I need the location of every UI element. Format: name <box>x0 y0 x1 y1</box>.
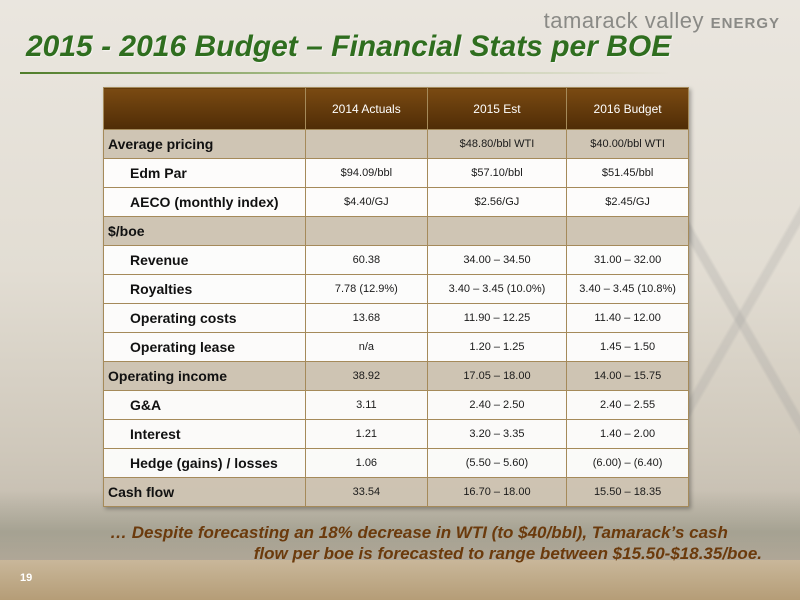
table-header-row: 2014 Actuals 2015 Est 2016 Budget <box>103 87 689 130</box>
value-cell: 38.92 <box>304 361 428 391</box>
table-row: Operating lease n/a 1.20 – 1.25 1.45 – 1.50 <box>103 332 689 362</box>
bottom-band <box>0 560 800 600</box>
table-row: Interest 1.21 3.20 – 3.35 1.40 – 2.00 <box>103 419 689 449</box>
value-cell: $48.80/bbl WTI <box>426 129 568 159</box>
value-cell <box>426 216 568 246</box>
value-cell <box>304 216 428 246</box>
value-cell: 1.06 <box>304 448 428 478</box>
value-cell <box>304 129 428 159</box>
table-row: Revenue 60.38 34.00 – 34.50 31.00 – 32.00 <box>103 245 689 275</box>
value-cell: 1.21 <box>304 419 428 449</box>
value-cell: 1.40 – 2.00 <box>566 419 689 449</box>
table-row: $/boe <box>103 216 689 246</box>
table-row: Royalties 7.78 (12.9%) 3.40 – 3.45 (10.0%)… <box>103 274 689 304</box>
table-row: AECO (monthly index) $4.40/GJ $2.56/GJ $2.4… <box>103 187 689 217</box>
background-structure <box>680 110 800 530</box>
value-cell: n/a <box>304 332 428 362</box>
value-cell: 3.20 – 3.35 <box>426 419 568 449</box>
value-cell: 3.11 <box>304 390 428 420</box>
financial-stats-table: 2014 Actuals 2015 Est 2016 Budget Averag… <box>103 87 689 507</box>
table-row: Cash flow 33.54 16.70 – 18.00 15.50 – 18.35 <box>103 477 689 507</box>
value-cell: 13.68 <box>304 303 428 333</box>
table-row: Average pricing $48.80/bbl WTI $40.00/bbl … <box>103 129 689 159</box>
header-2016-budget: 2016 Budget <box>566 87 689 130</box>
row-label: AECO (monthly index) <box>103 187 306 217</box>
value-cell: 15.50 – 18.35 <box>566 477 689 507</box>
value-cell: $2.45/GJ <box>566 187 689 217</box>
logo-suffix: ENERGY <box>710 15 780 32</box>
row-label: Average pricing <box>103 129 306 159</box>
value-cell: 1.20 – 1.25 <box>426 332 568 362</box>
value-cell: (6.00) – (6.40) <box>566 448 689 478</box>
value-cell: 16.70 – 18.00 <box>426 477 568 507</box>
value-cell: 34.00 – 34.50 <box>426 245 568 275</box>
table-row: Hedge (gains) / losses 1.06 (5.50 – 5.60)(… <box>103 448 689 478</box>
value-cell: $51.45/bbl <box>566 158 689 188</box>
table-row: Operating costs 13.68 11.90 – 12.25 11.40 –… <box>103 303 689 333</box>
table-row: Edm Par $94.09/bbl $57.10/bbl $51.45/bbl <box>103 158 689 188</box>
logo-name: tamarack valley <box>543 8 705 33</box>
caption-line-2: flow per boe is forecasted to range betw… <box>253 544 762 563</box>
value-cell: 2.40 – 2.55 <box>566 390 689 420</box>
company-logo: tamarack valley ENERGY <box>544 8 780 34</box>
value-cell: 60.38 <box>304 245 428 275</box>
row-label: Interest <box>103 419 306 449</box>
row-label: Hedge (gains) / losses <box>103 448 306 478</box>
header-label-cell <box>103 87 306 130</box>
table-body: Average pricing $48.80/bbl WTI $40.00/bbl … <box>103 129 689 507</box>
slide-title: 2015 - 2016 Budget – Financial Stats per… <box>26 30 672 63</box>
row-label: Operating lease <box>103 332 306 362</box>
header-2014-actuals: 2014 Actuals <box>304 87 428 130</box>
value-cell: 14.00 – 15.75 <box>566 361 689 391</box>
value-cell: 1.45 – 1.50 <box>566 332 689 362</box>
value-cell: 2.40 – 2.50 <box>426 390 568 420</box>
row-label: Cash flow <box>103 477 306 507</box>
value-cell: (5.50 – 5.60) <box>426 448 568 478</box>
value-cell: 17.05 – 18.00 <box>426 361 568 391</box>
title-underline <box>20 72 670 74</box>
value-cell: 31.00 – 32.00 <box>566 245 689 275</box>
value-cell: 11.40 – 12.00 <box>566 303 689 333</box>
value-cell: $40.00/bbl WTI <box>566 129 689 159</box>
row-label: $/boe <box>103 216 306 246</box>
value-cell: 11.90 – 12.25 <box>426 303 568 333</box>
value-cell: $2.56/GJ <box>426 187 568 217</box>
value-cell: 3.40 – 3.45 (10.0%) <box>426 274 568 304</box>
row-label: Operating income <box>103 361 306 391</box>
value-cell: $4.40/GJ <box>304 187 428 217</box>
row-label: Operating costs <box>103 303 306 333</box>
value-cell: $57.10/bbl <box>426 158 568 188</box>
table-row: G&A 3.11 2.40 – 2.50 2.40 – 2.55 <box>103 390 689 420</box>
slide-caption: … Despite forecasting an 18% decrease in… <box>110 522 762 564</box>
value-cell <box>566 216 689 246</box>
page-number: 19 <box>20 572 33 584</box>
row-label: Revenue <box>103 245 306 275</box>
row-label: G&A <box>103 390 306 420</box>
caption-line-1: … Despite forecasting an 18% decrease in… <box>110 523 728 542</box>
header-2015-est: 2015 Est <box>426 87 568 130</box>
table-row: Operating income 38.92 17.05 – 18.00 14.00 … <box>103 361 689 391</box>
value-cell: 3.40 – 3.45 (10.8%) <box>566 274 689 304</box>
row-label: Edm Par <box>103 158 306 188</box>
value-cell: 7.78 (12.9%) <box>304 274 428 304</box>
value-cell: $94.09/bbl <box>304 158 428 188</box>
row-label: Royalties <box>103 274 306 304</box>
value-cell: 33.54 <box>304 477 428 507</box>
